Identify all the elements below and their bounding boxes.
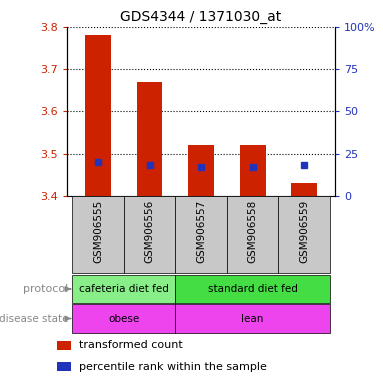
Bar bbox=[137, 82, 162, 196]
Bar bbox=[57, 362, 71, 371]
Bar bbox=[124, 196, 175, 273]
Bar bbox=[291, 183, 317, 196]
Text: GSM906557: GSM906557 bbox=[196, 200, 206, 263]
Text: GSM906556: GSM906556 bbox=[144, 200, 154, 263]
Text: GSM906555: GSM906555 bbox=[93, 200, 103, 263]
Text: percentile rank within the sample: percentile rank within the sample bbox=[79, 361, 267, 372]
Text: GSM906559: GSM906559 bbox=[299, 200, 309, 263]
Bar bbox=[175, 275, 330, 303]
Text: GSM906558: GSM906558 bbox=[248, 200, 258, 263]
Bar bbox=[278, 196, 330, 273]
Bar bbox=[57, 341, 71, 350]
Bar bbox=[72, 275, 175, 303]
Bar bbox=[175, 196, 227, 273]
Text: cafeteria diet fed: cafeteria diet fed bbox=[79, 284, 169, 294]
Title: GDS4344 / 1371030_at: GDS4344 / 1371030_at bbox=[120, 10, 282, 25]
Bar bbox=[227, 196, 278, 273]
Bar bbox=[85, 35, 111, 196]
Text: obese: obese bbox=[108, 313, 139, 324]
Bar bbox=[240, 145, 265, 196]
Text: transformed count: transformed count bbox=[79, 340, 182, 350]
Text: disease state: disease state bbox=[0, 313, 68, 324]
Bar bbox=[175, 304, 330, 333]
Bar bbox=[188, 145, 214, 196]
Text: standard diet fed: standard diet fed bbox=[208, 284, 298, 294]
Bar bbox=[72, 196, 124, 273]
Bar bbox=[72, 304, 175, 333]
Text: protocol: protocol bbox=[23, 284, 68, 294]
Text: lean: lean bbox=[241, 313, 264, 324]
